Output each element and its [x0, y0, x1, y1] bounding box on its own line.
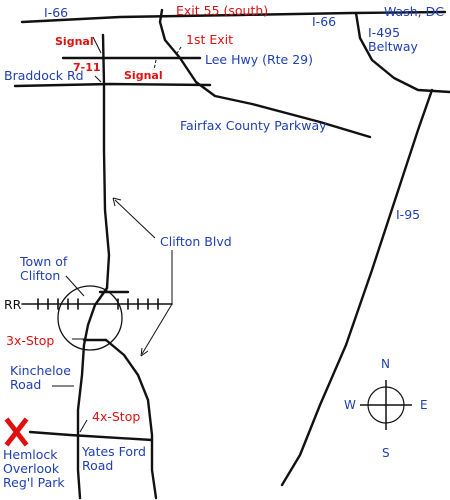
i495-label: I-495 Beltway: [368, 25, 418, 54]
braddock-label: Braddock Rd: [4, 68, 84, 83]
compass-e: E: [420, 398, 428, 412]
clifton-blvd-label: Clifton Blvd: [160, 234, 232, 249]
signal-label-mid: Signal: [124, 69, 163, 82]
kincheloe-label: Kincheloe Road: [10, 363, 71, 392]
i495-road: [354, 11, 450, 94]
town-pointer: [65, 275, 85, 297]
town-of-clifton-label: Town of Clifton: [20, 254, 68, 283]
fairfax-parkway-label: Fairfax County Parkway: [180, 118, 327, 133]
signal-mid-pointer: [153, 59, 157, 71]
hemlock-park-label: Hemlock Overlook Reg'l Park: [3, 447, 65, 490]
clifton-blvd-arrow-down: [141, 303, 173, 355]
arrowhead: [140, 347, 149, 357]
arrowhead: [112, 197, 122, 207]
clifton-blvd-arrow-up: [114, 199, 156, 239]
compass-rose: [360, 380, 412, 430]
four-stop-label: 4x-Stop: [92, 409, 141, 424]
wash-dc-label: Wash, DC: [384, 4, 444, 19]
hemlock-road: [28, 430, 154, 442]
braddock-road: [13, 82, 212, 88]
three-stop-label: 3x-Stop: [6, 333, 55, 348]
signal-label-top: Signal: [55, 35, 94, 48]
lee-hwy-label: Lee Hwy (Rte 29): [205, 52, 314, 67]
exit-label: Exit 55 (south): [176, 3, 269, 18]
yates-ford-road: [104, 338, 158, 500]
destination-x: [4, 417, 29, 447]
railroad-label: RR: [4, 297, 22, 312]
clifton-blvd-road: [101, 33, 111, 290]
compass-s: S: [382, 446, 390, 460]
seven-eleven-label: 7-11: [73, 61, 101, 74]
seven-eleven-pointer: [94, 75, 102, 83]
first-exit-pointer: [175, 46, 182, 56]
i66-label-right: I-66: [312, 14, 337, 29]
compass-n: N: [381, 357, 390, 371]
i95-road: [280, 88, 434, 487]
i95-label: I-95: [396, 207, 421, 222]
four-stop-pointer: [79, 419, 88, 433]
first-exit-label: 1st Exit: [186, 32, 234, 47]
signal-pointer: [92, 36, 102, 54]
town-circle: [57, 285, 123, 351]
yates-ford-label: Yates Ford Road: [82, 444, 146, 473]
exit-ramp: [158, 8, 372, 139]
i66-road: [20, 10, 447, 24]
main-south-road: [76, 286, 109, 500]
compass-w: W: [344, 398, 356, 412]
i66-label: I-66: [44, 5, 69, 20]
